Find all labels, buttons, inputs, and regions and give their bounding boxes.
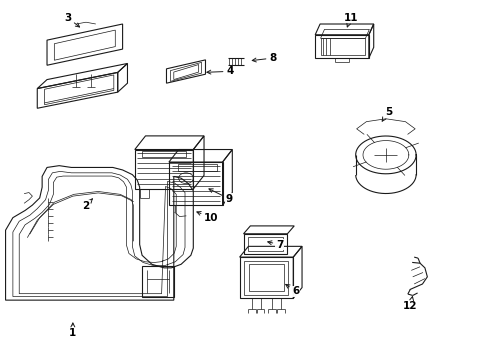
Text: 2: 2 xyxy=(82,199,92,211)
Text: 12: 12 xyxy=(402,297,417,311)
Text: 5: 5 xyxy=(382,107,391,121)
Text: 7: 7 xyxy=(267,239,283,249)
Text: 11: 11 xyxy=(343,13,357,27)
Text: 8: 8 xyxy=(252,53,276,63)
Text: 9: 9 xyxy=(208,189,232,204)
Text: 6: 6 xyxy=(285,284,299,296)
Text: 3: 3 xyxy=(64,13,80,27)
Text: 1: 1 xyxy=(69,323,76,338)
Text: 10: 10 xyxy=(197,212,218,222)
Text: 4: 4 xyxy=(206,66,233,76)
